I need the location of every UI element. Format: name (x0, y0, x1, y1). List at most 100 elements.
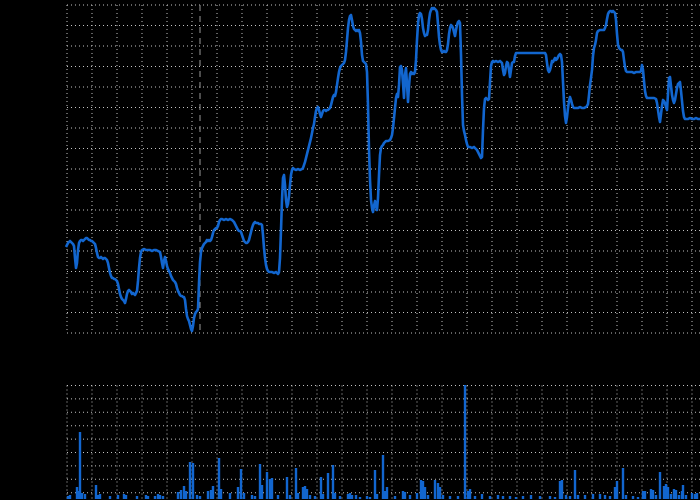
volume-bar (560, 480, 564, 499)
volume-bar (146, 496, 150, 499)
volume-bar (553, 497, 557, 499)
volume-bar (438, 487, 442, 499)
volume-bar (456, 496, 460, 499)
volume-bar (285, 477, 289, 499)
volume-bar (488, 496, 492, 499)
volume-bar (78, 432, 82, 499)
volume-bar (401, 491, 405, 499)
volume-bar (496, 495, 500, 499)
volume-bar (641, 491, 645, 499)
volume-bar (468, 489, 472, 499)
volume-bar (184, 491, 188, 499)
volume-bar (381, 455, 385, 499)
volume-bar (75, 487, 79, 499)
price-panel-grid (66, 4, 700, 334)
volume-bar (242, 493, 246, 499)
volume-bar (236, 487, 240, 499)
volume-bar (368, 497, 372, 499)
volume-bar (448, 496, 452, 499)
volume-bar (313, 496, 317, 499)
volume-bar (161, 496, 165, 499)
volume-bar (684, 495, 688, 499)
volume-bar (239, 469, 243, 499)
volume-bar (415, 493, 419, 499)
volume-bar (480, 494, 484, 499)
volume-bar (529, 495, 533, 499)
volume-bar (270, 478, 274, 499)
volume-bar (250, 495, 254, 499)
volume-bar (419, 480, 423, 499)
volume-bar (375, 494, 379, 499)
volume-bar (558, 481, 562, 499)
volume-bar (624, 495, 628, 499)
volume-bar (331, 465, 335, 499)
volume-bar (116, 495, 120, 499)
volume-bar (326, 473, 330, 499)
volume-bar (514, 497, 518, 499)
volume-bar (636, 497, 640, 499)
volume-bar (195, 495, 199, 499)
volume-bar (153, 496, 157, 499)
volume-bar (188, 462, 192, 499)
volume-bar (613, 487, 617, 499)
volume-bar (191, 463, 195, 499)
volume-bar (182, 486, 186, 499)
volume-bar (538, 496, 542, 499)
volume-bar (135, 496, 139, 499)
price-line (64, 6, 700, 333)
volume-bar (303, 486, 307, 499)
volume-bar (591, 494, 595, 499)
volume-bar (83, 494, 87, 499)
volume-bar (228, 493, 232, 499)
volume-bar (385, 487, 389, 499)
volume-bar (301, 487, 305, 499)
volume-bars (66, 385, 699, 499)
volume-bar (423, 487, 427, 499)
volume-bar (211, 486, 215, 499)
volume-bar (66, 496, 70, 499)
volume-bar (358, 497, 362, 499)
volume-bar (288, 495, 292, 499)
volume-bar (217, 458, 221, 499)
volume-bar (209, 490, 213, 499)
volume-bar (501, 496, 505, 499)
volume-bar (176, 492, 180, 499)
volume-bar (466, 491, 470, 499)
volume-bar (338, 496, 342, 499)
volume-bar (603, 495, 607, 499)
volume-bar (421, 481, 425, 499)
volume-bar (662, 486, 666, 499)
volume-bar (598, 494, 602, 499)
volume-bar (695, 493, 699, 499)
volume-bar (666, 487, 670, 499)
volume-bar (669, 494, 673, 499)
volume-bar (276, 495, 280, 499)
volume-bar (651, 490, 655, 499)
volume-bar (473, 496, 477, 499)
volume-bar (436, 483, 440, 499)
volume-bar (568, 496, 572, 499)
volume-bar (253, 496, 257, 499)
volume-bar (346, 494, 350, 499)
volume-bar (576, 495, 580, 499)
volume-bar (108, 496, 112, 499)
volume-bar (219, 489, 223, 499)
volume-bar (615, 481, 619, 499)
volume-bar (631, 496, 635, 499)
volume-bar (690, 493, 694, 499)
volume-bar (658, 472, 662, 499)
volume-bar (198, 496, 202, 499)
volume-bar (206, 491, 210, 499)
volume-bar (548, 496, 552, 499)
volume-bar (508, 496, 512, 499)
volume-bar (308, 495, 312, 499)
volume-bar (608, 496, 612, 499)
volume-bar (80, 493, 84, 499)
volume-bar (433, 480, 437, 499)
volume-bar (294, 468, 298, 499)
volume-bar (158, 495, 162, 499)
volume-bar (258, 464, 262, 499)
volume-bar (426, 495, 430, 499)
